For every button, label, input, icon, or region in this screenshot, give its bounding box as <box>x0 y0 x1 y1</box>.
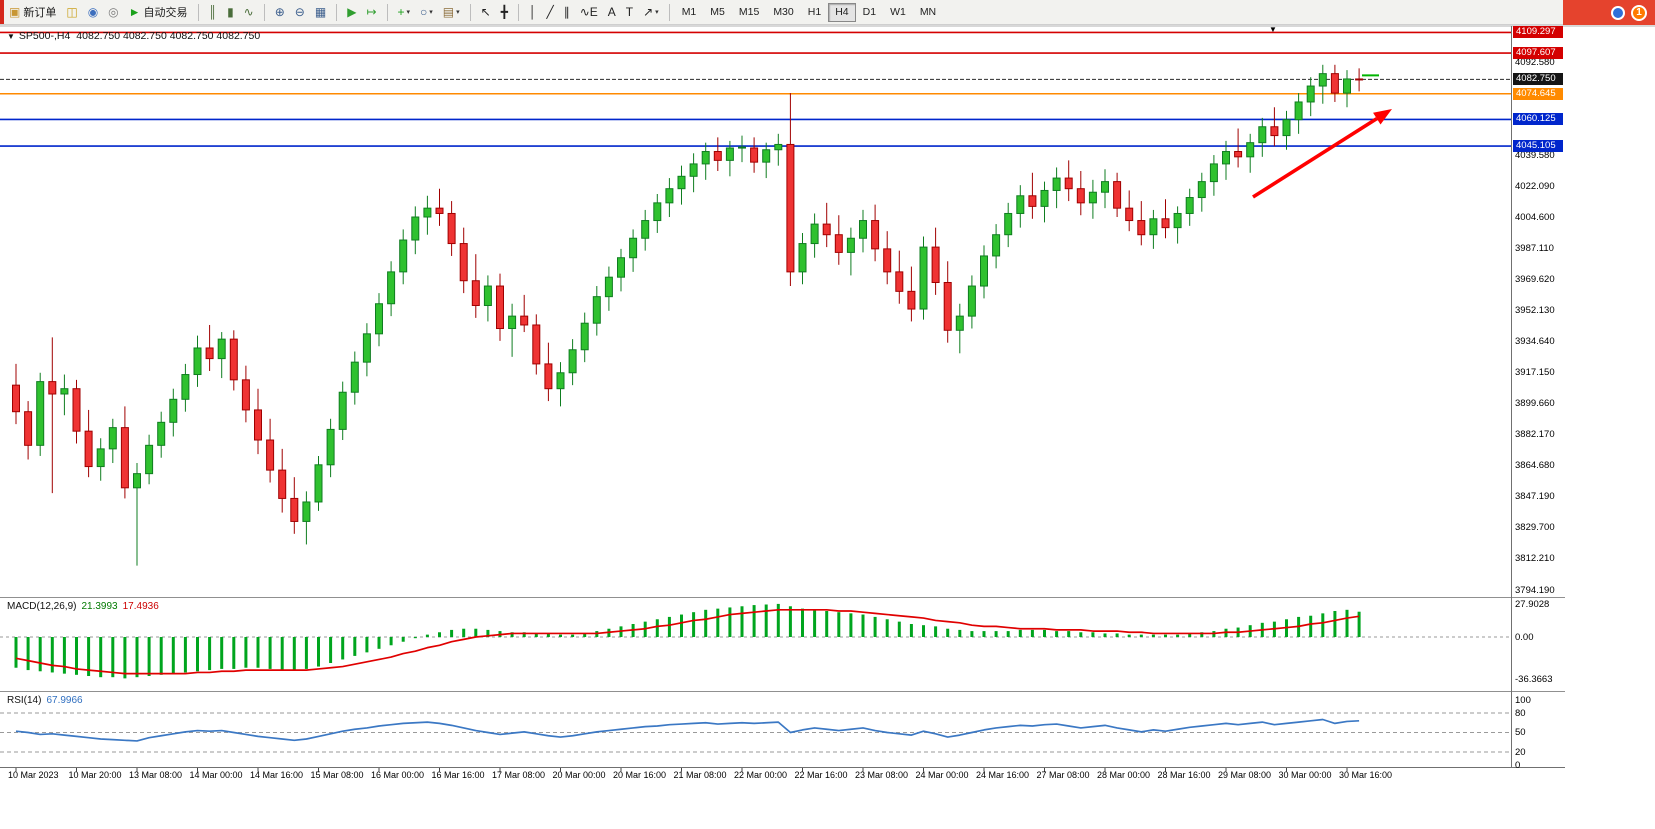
auto-trading-label: 自动交易 <box>143 7 188 19</box>
macd-value-signal: 17.4936 <box>122 601 159 612</box>
line-chart-icon: ∿ <box>243 5 254 19</box>
zoom-out-icon: ⊖ <box>294 5 305 19</box>
crosshair-icon: ╋ <box>500 5 508 19</box>
profile-icon: ◉ <box>87 5 99 19</box>
rsi-label: RSI(14) 67.9966 <box>7 695 83 706</box>
fibonacci-icon: ∿E <box>579 5 598 19</box>
timeframe-m15-button[interactable]: M15 <box>732 3 766 22</box>
macd-value-main: 21.3993 <box>81 601 118 612</box>
timeframe-m1-button[interactable]: M1 <box>675 3 704 22</box>
auto-trading-button[interactable]: ► 自动交易 <box>125 2 192 23</box>
candles-chart-icon: ▮ <box>227 5 234 19</box>
toolbar-separator <box>336 3 338 21</box>
periods-button[interactable]: ○ ▾ <box>416 2 437 23</box>
symbol-collapse-icon[interactable]: ▼ <box>7 32 15 41</box>
new-order-button[interactable]: ▣ 新订单 <box>5 2 60 23</box>
timeframe-m5-button[interactable]: M5 <box>703 3 732 22</box>
templates-button[interactable]: ▤ ▾ <box>439 2 464 23</box>
chart-title: ▼ SP500-,H4 4082.750 4082.750 4082.750 408… <box>7 30 260 42</box>
chevron-down-icon: ▾ <box>406 9 411 16</box>
object-marker-icon: ▼ <box>1269 25 1277 34</box>
fibonacci-button[interactable]: ∿E <box>576 2 602 23</box>
toolbar-separator <box>469 3 471 21</box>
timeframe-d1-button[interactable]: D1 <box>856 3 883 22</box>
new-order-label: 新订单 <box>23 7 57 19</box>
equidistant-channel-button[interactable]: ∥ <box>560 2 574 23</box>
cursor-icon: ↖ <box>480 5 491 19</box>
text-button[interactable]: A <box>604 2 620 23</box>
toolbar-left-edge <box>0 0 4 24</box>
chevron-down-icon: ▾ <box>456 9 460 16</box>
timeframe-h4-button[interactable]: H4 <box>828 2 856 22</box>
vertical-line-icon: │ <box>528 5 537 19</box>
candles-chart-button[interactable]: ▮ <box>223 2 238 23</box>
text-label-button[interactable]: T <box>622 2 637 23</box>
auto-trading-icon: ► <box>128 5 141 19</box>
cursor-button[interactable]: ↖ <box>477 2 495 23</box>
toolbar-separator <box>386 3 388 21</box>
chart-title-ohlc: 4082.750 4082.750 4082.750 4082.750 <box>76 30 261 42</box>
notification-area: 1 <box>1563 0 1655 25</box>
toolbar-separator <box>197 3 199 21</box>
profile-button[interactable]: ◉ <box>84 2 102 23</box>
chart-window-icon: ◫ <box>66 5 78 19</box>
support-icon: ◎ <box>108 5 119 19</box>
main-toolbar: ▣ 新订单 ◫ ◉ ◎ ► 自动交易 ║ ▮ ∿ ⊕ ⊖ ▦ ▶ ↦ + ▾ ○ ▾ ▤ ▾ ↖ ╋ │ ╱ ∥ ∿E A T ↗ ▾ M1 M… <box>0 0 1655 25</box>
text-icon: A <box>607 5 616 19</box>
chevron-down-icon: ▾ <box>655 9 659 16</box>
support-button[interactable]: ◎ <box>104 2 122 23</box>
arrows-tool-button[interactable]: ↗ ▾ <box>639 2 663 23</box>
timeframe-w1-button[interactable]: W1 <box>883 3 913 22</box>
timeframe-m30-button[interactable]: M30 <box>766 3 800 22</box>
rsi-value: 67.9966 <box>46 695 83 706</box>
indicators-button[interactable]: + ▾ <box>394 2 415 23</box>
chart-title-symbol: SP500-,H4 <box>18 30 71 42</box>
zoom-in-icon: ⊕ <box>274 5 285 19</box>
macd-name: MACD(12,26,9) <box>7 601 77 612</box>
chart-window-button[interactable]: ◫ <box>62 2 81 23</box>
chevron-down-icon: ▾ <box>429 9 433 16</box>
crosshair-button[interactable]: ╋ <box>497 2 512 23</box>
trendline-button[interactable]: ╱ <box>542 2 557 23</box>
zoom-out-button[interactable]: ⊖ <box>291 2 309 23</box>
line-chart-button[interactable]: ∿ <box>240 2 258 23</box>
bars-chart-button[interactable]: ║ <box>205 2 222 23</box>
macd-label: MACD(12,26,9) 21.3993 17.4936 <box>7 601 159 612</box>
toolbar-separator <box>517 3 519 21</box>
indicators-icon: + <box>397 5 405 19</box>
timeframe-mn-button[interactable]: MN <box>913 3 943 22</box>
rsi-name: RSI(14) <box>7 695 42 706</box>
new-order-icon: ▣ <box>9 5 21 19</box>
zoom-in-button[interactable]: ⊕ <box>271 2 289 23</box>
trendline-icon: ╱ <box>546 5 554 19</box>
timeframe-h1-button[interactable]: H1 <box>801 3 828 22</box>
auto-scroll-icon: ▶ <box>347 5 357 19</box>
toolbar-groups: ▣ 新订单 ◫ ◉ ◎ ► 自动交易 ║ ▮ ∿ ⊕ ⊖ ▦ ▶ ↦ + ▾ ○ ▾ ▤ ▾ ↖ ╋ │ ╱ ∥ ∿E A T ↗ ▾ M1 M… <box>4 0 943 24</box>
bars-chart-icon: ║ <box>208 5 218 19</box>
chart-shift-icon: ↦ <box>366 5 377 19</box>
status-icon[interactable] <box>1611 5 1625 20</box>
tile-windows-icon: ▦ <box>314 5 327 19</box>
templates-icon: ▤ <box>442 5 455 19</box>
chart-shift-button[interactable]: ↦ <box>362 2 380 23</box>
vertical-line-button[interactable]: │ <box>525 2 541 23</box>
toolbar-separator <box>263 3 265 21</box>
text-label-icon: T <box>625 5 634 19</box>
auto-scroll-button[interactable]: ▶ <box>343 2 360 23</box>
tile-windows-button[interactable]: ▦ <box>311 2 330 23</box>
periods-icon: ○ <box>420 5 428 19</box>
equidistant-channel-icon: ∥ <box>563 5 570 19</box>
arrows-tool-icon: ↗ <box>643 5 654 19</box>
notification-badge[interactable]: 1 <box>1631 4 1647 21</box>
